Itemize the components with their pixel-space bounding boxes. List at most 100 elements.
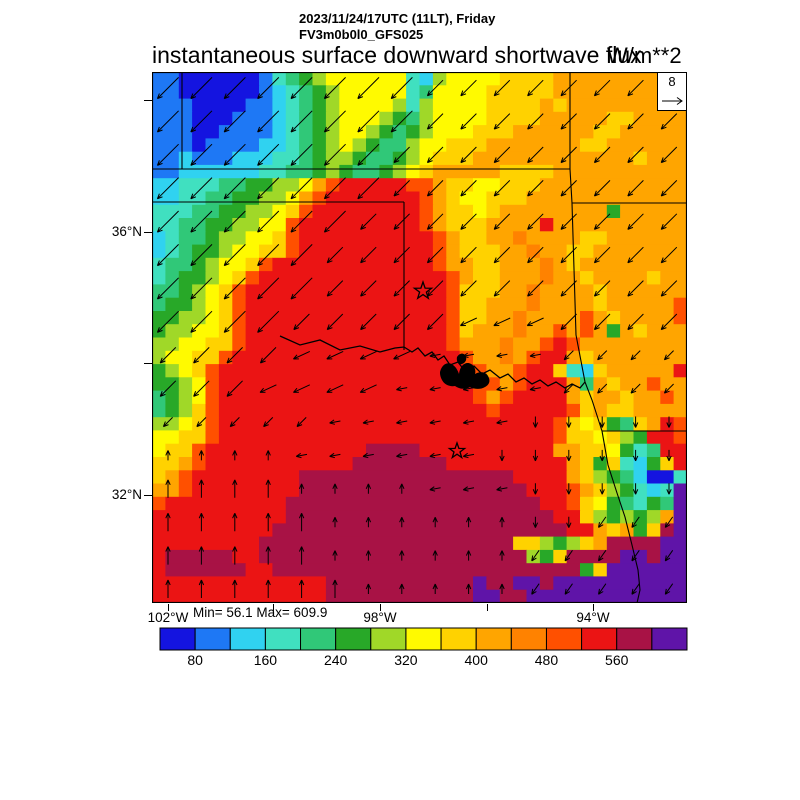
- wind-arrow-icon: [257, 110, 280, 133]
- wind-arrow-icon: [223, 277, 246, 300]
- wind-arrow-icon: [362, 452, 374, 459]
- wind-arrow-icon: [399, 483, 405, 494]
- wind-arrow-icon: [527, 246, 544, 264]
- wind-arrow-icon: [426, 180, 444, 197]
- wind-arrow-icon: [666, 416, 672, 428]
- wind-arrow-icon: [460, 113, 477, 130]
- wind-arrow-icon: [156, 277, 179, 300]
- wind-arrow-icon: [257, 244, 280, 267]
- wind-arrow-icon: [156, 110, 179, 133]
- wind-arrow-icon: [465, 516, 472, 528]
- wind-arrow-icon: [257, 143, 280, 166]
- wind-arrow-icon: [426, 113, 444, 130]
- wind-arrow-icon: [332, 483, 338, 494]
- wind-arrow-icon: [460, 246, 477, 264]
- lon-tick-mark: [380, 604, 381, 611]
- lat-tick-label: 32°N: [111, 487, 142, 502]
- wind-arrow-icon: [462, 486, 475, 492]
- wind-arrow-icon: [460, 213, 477, 230]
- colorbar-segment: [545, 627, 583, 651]
- colorbar-segment: [335, 627, 372, 651]
- wind-arrow-icon: [223, 210, 246, 233]
- wind-arrow-icon: [390, 77, 413, 100]
- wind-arrow-icon: [190, 143, 213, 166]
- wind-arrow-icon: [493, 180, 511, 197]
- colorbar-segment: [651, 627, 688, 651]
- wind-arrow-icon: [429, 386, 441, 392]
- wind-arrow-icon: [465, 583, 472, 594]
- colorbar-tick-label: 240: [323, 652, 348, 668]
- wind-arrow-icon: [190, 244, 213, 267]
- wind-reference-arrow-icon: [662, 97, 683, 105]
- wind-arrow-icon: [531, 550, 540, 562]
- colorbar-segment: [229, 627, 266, 651]
- wind-arrow-icon: [295, 452, 308, 459]
- wind-arrow-icon: [232, 512, 238, 532]
- wind-arrow-icon: [360, 246, 377, 264]
- lon-tick-mark: [273, 604, 274, 611]
- wind-arrow-icon: [631, 516, 640, 528]
- wind-arrow-icon: [323, 210, 346, 233]
- wind-arrow-icon: [593, 280, 611, 297]
- wind-arrow-icon: [359, 350, 377, 360]
- colorbar-segment: [581, 627, 618, 651]
- flux-field: [152, 72, 687, 603]
- lake-texoma-shape: [440, 353, 490, 389]
- wind-reference-box: 8: [657, 72, 687, 111]
- wind-arrow-icon: [223, 77, 246, 100]
- wind-arrow-icon: [198, 579, 205, 598]
- wind-arrow-icon: [326, 384, 344, 393]
- wind-arrow-icon: [293, 384, 311, 393]
- wind-arrow-icon: [560, 213, 577, 230]
- wind-arrow-icon: [365, 583, 372, 594]
- wind-arrow-icon: [232, 579, 238, 598]
- wind-arrow-icon: [532, 516, 539, 528]
- wind-arrow-icon: [396, 419, 408, 425]
- wind-arrow-icon: [190, 210, 213, 233]
- wind-arrow-icon: [393, 246, 410, 264]
- wind-arrows: [156, 77, 678, 598]
- wind-arrow-icon: [631, 583, 640, 595]
- wind-arrow-icon: [663, 350, 674, 361]
- colorbar-tick-label: 80: [187, 652, 203, 668]
- wind-arrow-icon: [393, 313, 410, 331]
- wind-arrow-icon: [598, 583, 607, 595]
- wind-arrow-icon: [399, 550, 405, 561]
- lon-tick-mark: [487, 604, 488, 611]
- wind-arrow-icon: [165, 479, 171, 498]
- state-borders: [152, 72, 687, 603]
- state-border-line: [571, 202, 586, 383]
- wind-arrow-icon: [529, 386, 541, 392]
- wind-arrow-icon: [627, 313, 644, 331]
- wind-arrow-icon: [190, 310, 213, 333]
- wind-arrow-icon: [627, 146, 644, 164]
- wind-arrow-icon: [499, 583, 505, 594]
- wind-arrow-icon: [290, 177, 313, 200]
- wind-arrow-icon: [632, 416, 639, 428]
- wind-arrow-icon: [664, 583, 674, 595]
- wind-arrow-icon: [265, 450, 271, 461]
- lat-tick-mark: [144, 100, 152, 101]
- wind-arrow-icon: [190, 177, 213, 200]
- wind-arrow-icon: [527, 113, 544, 130]
- wind-reference-value: 8: [668, 74, 676, 89]
- wind-arrow-icon: [360, 313, 377, 331]
- wind-arrow-icon: [460, 180, 477, 197]
- lat-tick-label: 36°N: [111, 224, 142, 239]
- lat-tick-mark: [144, 495, 152, 496]
- wind-arrow-icon: [293, 313, 310, 331]
- wind-arrow-icon: [390, 110, 413, 133]
- wind-arrow-icon: [365, 483, 372, 494]
- wind-arrow-icon: [293, 350, 311, 360]
- wind-arrow-icon: [156, 143, 179, 166]
- wind-arrow-icon: [223, 110, 246, 133]
- wind-arrow-icon: [560, 113, 577, 130]
- wind-arrow-icon: [196, 417, 207, 428]
- wind-arrow-icon: [493, 213, 511, 230]
- wind-arrow-icon: [432, 516, 438, 528]
- wind-arrow-icon: [193, 380, 210, 397]
- wind-arrow-icon: [396, 386, 408, 392]
- wind-arrow-icon: [660, 180, 678, 197]
- wind-arrow-icon: [597, 350, 608, 361]
- wind-arrow-icon: [593, 313, 611, 331]
